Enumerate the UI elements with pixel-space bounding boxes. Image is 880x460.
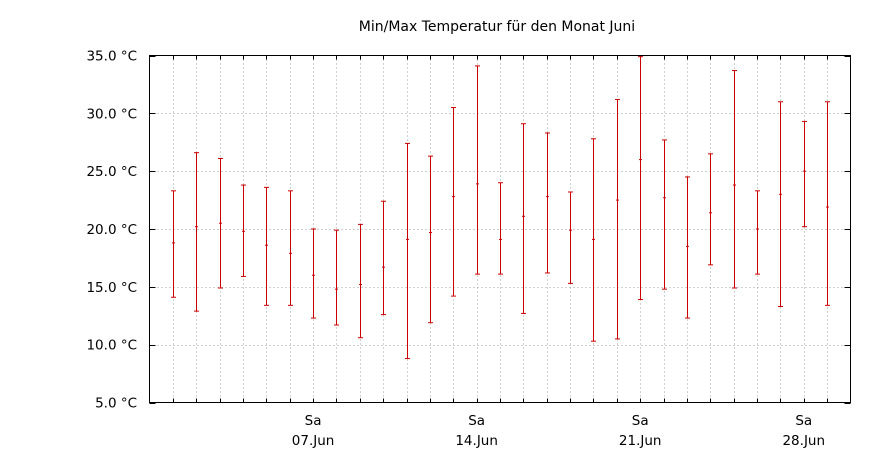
errorbar-day [615, 98, 620, 340]
errorbar-day [451, 107, 456, 297]
x-weekday-label: Sa [795, 413, 812, 429]
errorbar-day [591, 138, 596, 342]
y-tick-label: 5.0 °C [95, 396, 137, 412]
y-tick-label: 10.0 °C [86, 338, 137, 354]
errorbar-day [171, 190, 176, 298]
x-date-label: 14.Jun [455, 433, 498, 449]
errorbar-day [685, 176, 690, 319]
errorbar-day [732, 70, 737, 289]
data-series [171, 56, 830, 360]
errorbar-day [428, 155, 433, 324]
errorbar-day [381, 200, 386, 316]
x-weekday-label: Sa [305, 413, 322, 429]
errorbar-day [264, 186, 269, 306]
errorbar-day [194, 152, 199, 312]
errorbar-day [802, 120, 807, 228]
errorbar-day [662, 139, 667, 290]
errorbar-day [218, 157, 223, 289]
y-tick-label: 35.0 °C [86, 49, 137, 65]
errorbar-day [755, 190, 760, 275]
errorbar-day [568, 191, 573, 284]
errorbar-day [498, 182, 503, 275]
x-date-label: 07.Jun [292, 433, 335, 449]
errorbar-day [521, 123, 526, 314]
errorbar-day [405, 142, 410, 360]
errorbar-day [334, 229, 339, 326]
errorbar-day [708, 153, 713, 266]
x-weekday-label: Sa [468, 413, 485, 429]
y-tick-label: 20.0 °C [86, 222, 137, 238]
x-date-label: 28.Jun [782, 433, 825, 449]
y-tick-label: 15.0 °C [86, 280, 137, 296]
errorbar-day [311, 228, 316, 319]
plot-frame [149, 55, 851, 403]
x-weekday-label: Sa [632, 413, 649, 429]
errorbar-day [545, 132, 550, 274]
y-tick-label: 30.0 °C [86, 106, 137, 122]
chart-title: Min/Max Temperatur für den Monat Juni [359, 19, 635, 35]
errorbar-day [241, 184, 246, 277]
errorbar-day [638, 56, 643, 301]
y-tick-label: 25.0 °C [86, 164, 137, 180]
errorbar-day [288, 190, 293, 306]
errorbar-day [358, 223, 363, 339]
errorbar-day [825, 101, 830, 306]
errorbar-day [778, 101, 783, 307]
axes: 5.0 °C 10.0 °C 15.0 °C 20.0 °C 25.0 °C 30.0 °… [86, 49, 851, 449]
x-date-label: 21.Jun [619, 433, 662, 449]
errorbar-day [475, 65, 480, 275]
